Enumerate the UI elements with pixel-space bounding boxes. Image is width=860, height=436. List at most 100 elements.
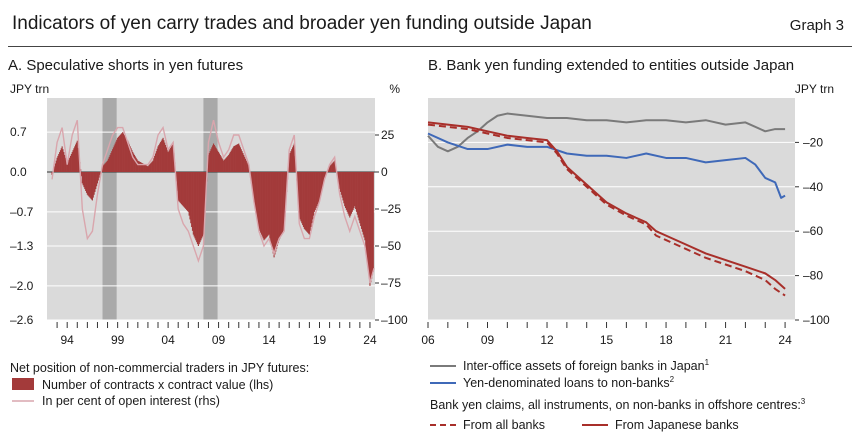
panel-a-bar xyxy=(324,172,326,176)
panel-a-bar xyxy=(157,146,159,172)
panel-a-bar xyxy=(256,172,258,220)
panel-a-bar xyxy=(227,155,229,172)
panel-a-bar xyxy=(276,172,279,246)
panel-a-bar xyxy=(337,172,339,180)
panel-a-bar xyxy=(84,172,86,190)
panel-a-bar xyxy=(170,147,172,172)
panel-a-bar xyxy=(120,134,122,172)
panel-a-bar xyxy=(240,149,242,172)
panel-a-bar xyxy=(69,155,72,172)
panel-a-bar xyxy=(219,154,221,172)
panel-a-bar xyxy=(114,143,116,172)
panel-a-bar xyxy=(340,172,342,195)
panel-a-bar xyxy=(182,172,184,207)
panel-a-bar xyxy=(314,172,316,210)
panel-a-bar xyxy=(348,172,350,216)
panel-a-bar xyxy=(134,156,136,172)
panel-a-bar xyxy=(175,172,178,182)
panel-a-bar xyxy=(332,162,334,172)
panel-a-bar xyxy=(271,172,273,250)
panel-a-bar xyxy=(315,172,317,209)
panel-a-bar xyxy=(367,172,369,271)
panel-b-legend-japanese-banks-label: From Japanese banks xyxy=(615,418,739,432)
panel-a-bar xyxy=(222,159,224,172)
panel-a-bar xyxy=(78,154,80,172)
panel-a-x-tick-label: 24 xyxy=(363,333,377,347)
panel-a-bar xyxy=(334,165,337,172)
panel-a-bar xyxy=(159,142,162,172)
panel-a-bar xyxy=(70,153,72,172)
panel-a-bar xyxy=(211,147,213,172)
panel-a-bar xyxy=(166,149,168,172)
panel-b-legend-interoffice-label: Inter-office assets of foreign banks in … xyxy=(463,358,710,373)
panel-a-bar xyxy=(95,172,97,190)
panel-a-bar xyxy=(369,172,371,286)
panel-a-bar xyxy=(165,144,167,172)
panel-a-bar xyxy=(339,172,341,190)
panel-a-left-tick-label: –1.3 xyxy=(10,239,34,253)
panel-a-bar xyxy=(346,172,348,212)
panel-a-bar xyxy=(266,172,268,237)
panel-a-bar xyxy=(130,148,132,172)
panel-a-x-tick-label: 04 xyxy=(161,333,175,347)
panel-a-bar xyxy=(345,172,347,210)
panel-a-bar xyxy=(64,157,67,172)
panel-a-bar xyxy=(113,145,115,172)
panel-a-bar xyxy=(299,172,301,220)
panel-a-bar xyxy=(260,172,263,235)
panel-a-bar xyxy=(224,158,226,172)
panel-a-bar xyxy=(93,172,95,195)
panel-a-bar xyxy=(122,132,124,172)
panel-a-bar xyxy=(215,147,217,172)
panel-b-x-tick-label: 24 xyxy=(778,333,792,347)
panel-a-bar xyxy=(131,150,133,172)
panel-a-bar xyxy=(355,172,357,209)
panel-a-bar xyxy=(170,146,173,172)
panel-a-bar xyxy=(350,172,352,216)
panel-a-bar xyxy=(68,159,70,172)
panel-a-bar xyxy=(307,172,310,234)
panel-a-bar xyxy=(128,144,130,172)
panel-a-bar xyxy=(183,172,185,208)
panel-a-bar xyxy=(111,151,113,172)
panel-a-bar xyxy=(75,144,77,172)
panel-a-bar xyxy=(281,172,284,233)
panel-a-legend-heading: Net position of non-commercial traders i… xyxy=(10,361,309,375)
panel-a-bar xyxy=(158,144,160,172)
panel-b-unit: JPY trn xyxy=(795,82,834,96)
panel-b-x-tick-label: 12 xyxy=(540,333,554,347)
panel-a-bar xyxy=(136,159,138,172)
panel-a-bar xyxy=(184,172,186,209)
panel-a-bar xyxy=(85,172,87,191)
panel-a-bar xyxy=(230,150,232,172)
panel-a-bar xyxy=(188,172,190,216)
panel-a-bar xyxy=(356,172,358,215)
panel-a-bar xyxy=(187,172,189,212)
panel-a-bar xyxy=(276,172,278,249)
panel-a-bar xyxy=(145,165,147,172)
panel-a-right-tick-label: –50 xyxy=(381,239,401,253)
panel-a-bar xyxy=(352,172,354,210)
panel-a-bar xyxy=(304,172,306,230)
panel-b-title: B. Bank yen funding extended to entities… xyxy=(428,57,795,74)
panel-a-bar xyxy=(313,172,316,212)
panel-a-bar xyxy=(210,149,212,172)
panel-a-bar xyxy=(344,172,347,209)
panel-a-bar xyxy=(177,172,179,201)
panel-a-bar xyxy=(163,140,165,172)
panel-b-interoffice-line xyxy=(427,112,786,153)
panel-a-bar xyxy=(110,153,112,172)
panel-a-bar xyxy=(154,155,156,172)
panel-a-bar xyxy=(231,149,233,172)
panel-a-bar xyxy=(115,141,117,172)
panel-a-x-tick-label: 19 xyxy=(313,333,327,347)
panel-a-bar xyxy=(144,164,146,172)
panel-a-left-tick-label: –2.6 xyxy=(10,313,34,327)
panel-a-bar xyxy=(77,147,79,172)
panel-a-bar xyxy=(179,172,181,203)
panel-a-bar xyxy=(280,172,282,237)
panel-a-bar xyxy=(112,147,115,172)
panel-a-bar xyxy=(116,139,118,172)
panel-a-bar xyxy=(239,147,242,172)
